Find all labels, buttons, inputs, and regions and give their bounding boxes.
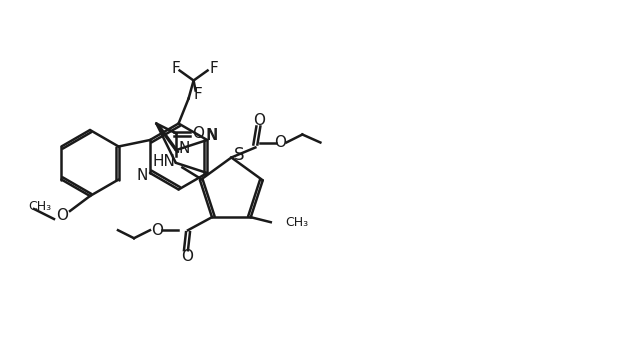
Text: O: O [275, 135, 286, 150]
Text: F: F [193, 87, 202, 102]
Text: HN: HN [153, 154, 176, 169]
Text: O: O [151, 223, 163, 238]
Text: O: O [56, 207, 68, 222]
Text: CH₃: CH₃ [28, 199, 51, 213]
Text: N: N [205, 128, 217, 143]
Text: N: N [207, 128, 218, 143]
Text: S: S [234, 147, 244, 165]
Text: O: O [181, 249, 193, 264]
Text: N: N [178, 141, 189, 156]
Text: O: O [193, 126, 204, 141]
Text: N: N [136, 167, 148, 182]
Text: CH₃: CH₃ [285, 216, 308, 229]
Text: O: O [253, 113, 266, 128]
Text: F: F [209, 61, 218, 76]
Text: F: F [172, 61, 180, 76]
